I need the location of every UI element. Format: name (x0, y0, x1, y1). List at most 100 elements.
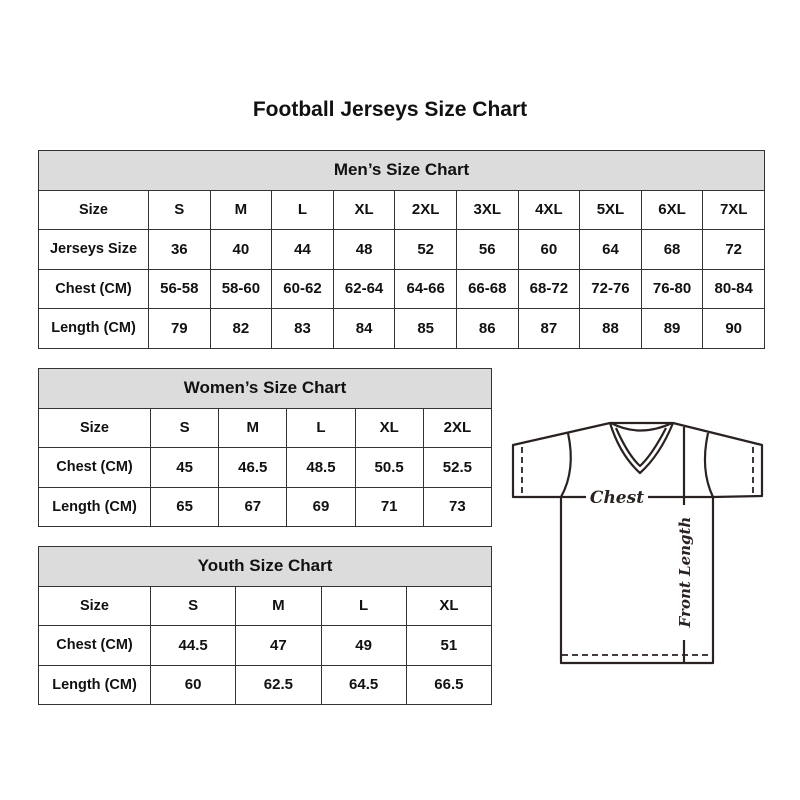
row-label: Chest (CM) (38, 625, 151, 666)
table-cell: 64.5 (320, 664, 407, 705)
row-label: Length (CM) (38, 486, 151, 527)
table-cell: 46.5 (218, 447, 288, 488)
table-cell: 48.5 (286, 447, 356, 488)
table-cell: 85 (394, 308, 457, 349)
table-cell: 79 (148, 308, 211, 349)
table-cell: 44 (271, 229, 334, 270)
table-cell: 68 (640, 229, 704, 270)
table-cell: 50.5 (354, 447, 424, 488)
page-title: Football Jerseys Size Chart (252, 98, 528, 121)
mens-size-table: Men’s Size Chart Size S M L XL 2XL 3XL 4XL 5XL 6XL… (37, 150, 766, 349)
table-cell: 73 (422, 486, 493, 527)
row-label: Chest (CM) (38, 447, 151, 488)
table-row: Chest (CM) 56-58 58-60 60-62 62-64 64-66 66-68… (38, 268, 766, 309)
row-label: Chest (CM) (38, 268, 149, 309)
table-row: Chest (CM) 44.5 47 49 51 (38, 625, 493, 666)
table-cell: S (148, 189, 211, 230)
table-cell: 45 (149, 447, 220, 488)
table-heading: Women’s Size Chart (37, 368, 493, 409)
youth-size-table: Youth Size Chart Size S M L XL Chest (CM) 44.5 4… (37, 546, 493, 705)
table-cell: 60 (517, 229, 581, 270)
table-cell: 82 (209, 308, 273, 349)
table-cell: 52 (394, 229, 457, 270)
table-row: Size S M L XL 2XL 3XL 4XL 5XL 6XL 7XL (38, 189, 766, 230)
table-cell: 7XL (702, 189, 766, 230)
table-cell: 64-66 (394, 268, 457, 309)
row-label: Length (CM) (38, 664, 151, 705)
table-cell: 51 (405, 625, 493, 666)
table-cell: 2XL (422, 407, 493, 448)
table-cell: M (235, 585, 322, 626)
table-cell: 49 (320, 625, 407, 666)
table-cell: 86 (455, 308, 519, 349)
table-cell: 76-80 (640, 268, 704, 309)
table-cell: 58-60 (209, 268, 273, 309)
table-cell: XL (332, 189, 396, 230)
table-cell: 87 (517, 308, 581, 349)
table-cell: XL (354, 407, 424, 448)
table-cell: S (149, 407, 220, 448)
table-cell: 64 (579, 229, 642, 270)
table-row: Size S M L XL (38, 585, 493, 626)
table-cell: S (149, 585, 237, 626)
table-cell: 72-76 (579, 268, 642, 309)
table-cell: 80-84 (702, 268, 766, 309)
row-label: Size (38, 407, 151, 448)
table-cell: 47 (235, 625, 322, 666)
table-heading-row: Youth Size Chart (37, 546, 493, 587)
table-cell: L (286, 407, 356, 448)
table-cell: 56 (455, 229, 519, 270)
table-cell: 67 (218, 486, 288, 527)
table-cell: 56-58 (148, 268, 211, 309)
table-cell: 72 (702, 229, 766, 270)
table-cell: L (320, 585, 407, 626)
table-cell: M (209, 189, 273, 230)
row-label: Size (38, 189, 149, 230)
table-cell: 89 (640, 308, 704, 349)
table-heading-row: Men’s Size Chart (37, 150, 766, 191)
row-label: Length (CM) (38, 308, 149, 349)
table-cell: 52.5 (422, 447, 493, 488)
chest-label: Chest (590, 488, 644, 508)
table-row: Jerseys Size 36 40 44 48 52 56 60 64 68 72 (38, 229, 766, 270)
table-cell: 4XL (517, 189, 581, 230)
table-cell: 62.5 (235, 664, 322, 705)
table-cell: 66-68 (455, 268, 519, 309)
jersey-diagram: Chest Front Length (511, 421, 764, 665)
table-cell: 60 (149, 664, 237, 705)
table-cell: 83 (271, 308, 334, 349)
table-cell: M (218, 407, 288, 448)
table-heading: Youth Size Chart (37, 546, 493, 587)
table-cell: XL (405, 585, 493, 626)
womens-size-table: Women’s Size Chart Size S M L XL 2XL Chest (CM)… (37, 368, 493, 527)
table-cell: 3XL (455, 189, 519, 230)
table-row: Length (CM) 60 62.5 64.5 66.5 (38, 664, 493, 705)
table-cell: 88 (579, 308, 642, 349)
table-cell: 69 (286, 486, 356, 527)
table-row: Chest (CM) 45 46.5 48.5 50.5 52.5 (38, 447, 493, 488)
table-cell: 2XL (394, 189, 457, 230)
table-cell: 5XL (579, 189, 642, 230)
table-cell: 62-64 (332, 268, 396, 309)
table-cell: 68-72 (517, 268, 581, 309)
table-row: Length (CM) 79 82 83 84 85 86 87 88 89 90 (38, 308, 766, 349)
table-cell: 66.5 (405, 664, 493, 705)
table-row: Size S M L XL 2XL (38, 407, 493, 448)
table-heading: Men’s Size Chart (37, 150, 766, 191)
table-heading-row: Women’s Size Chart (37, 368, 493, 409)
table-cell: 65 (149, 486, 220, 527)
front-length-label: Front Length (676, 517, 694, 629)
row-label: Size (38, 585, 151, 626)
table-cell: 44.5 (149, 625, 237, 666)
table-row: Length (CM) 65 67 69 71 73 (38, 486, 493, 527)
table-cell: 90 (702, 308, 766, 349)
table-cell: 60-62 (271, 268, 334, 309)
table-cell: 84 (332, 308, 396, 349)
table-cell: 48 (332, 229, 396, 270)
table-cell: L (271, 189, 334, 230)
table-cell: 36 (148, 229, 211, 270)
row-label: Jerseys Size (38, 229, 149, 270)
table-cell: 6XL (640, 189, 704, 230)
table-cell: 71 (354, 486, 424, 527)
table-cell: 40 (209, 229, 273, 270)
